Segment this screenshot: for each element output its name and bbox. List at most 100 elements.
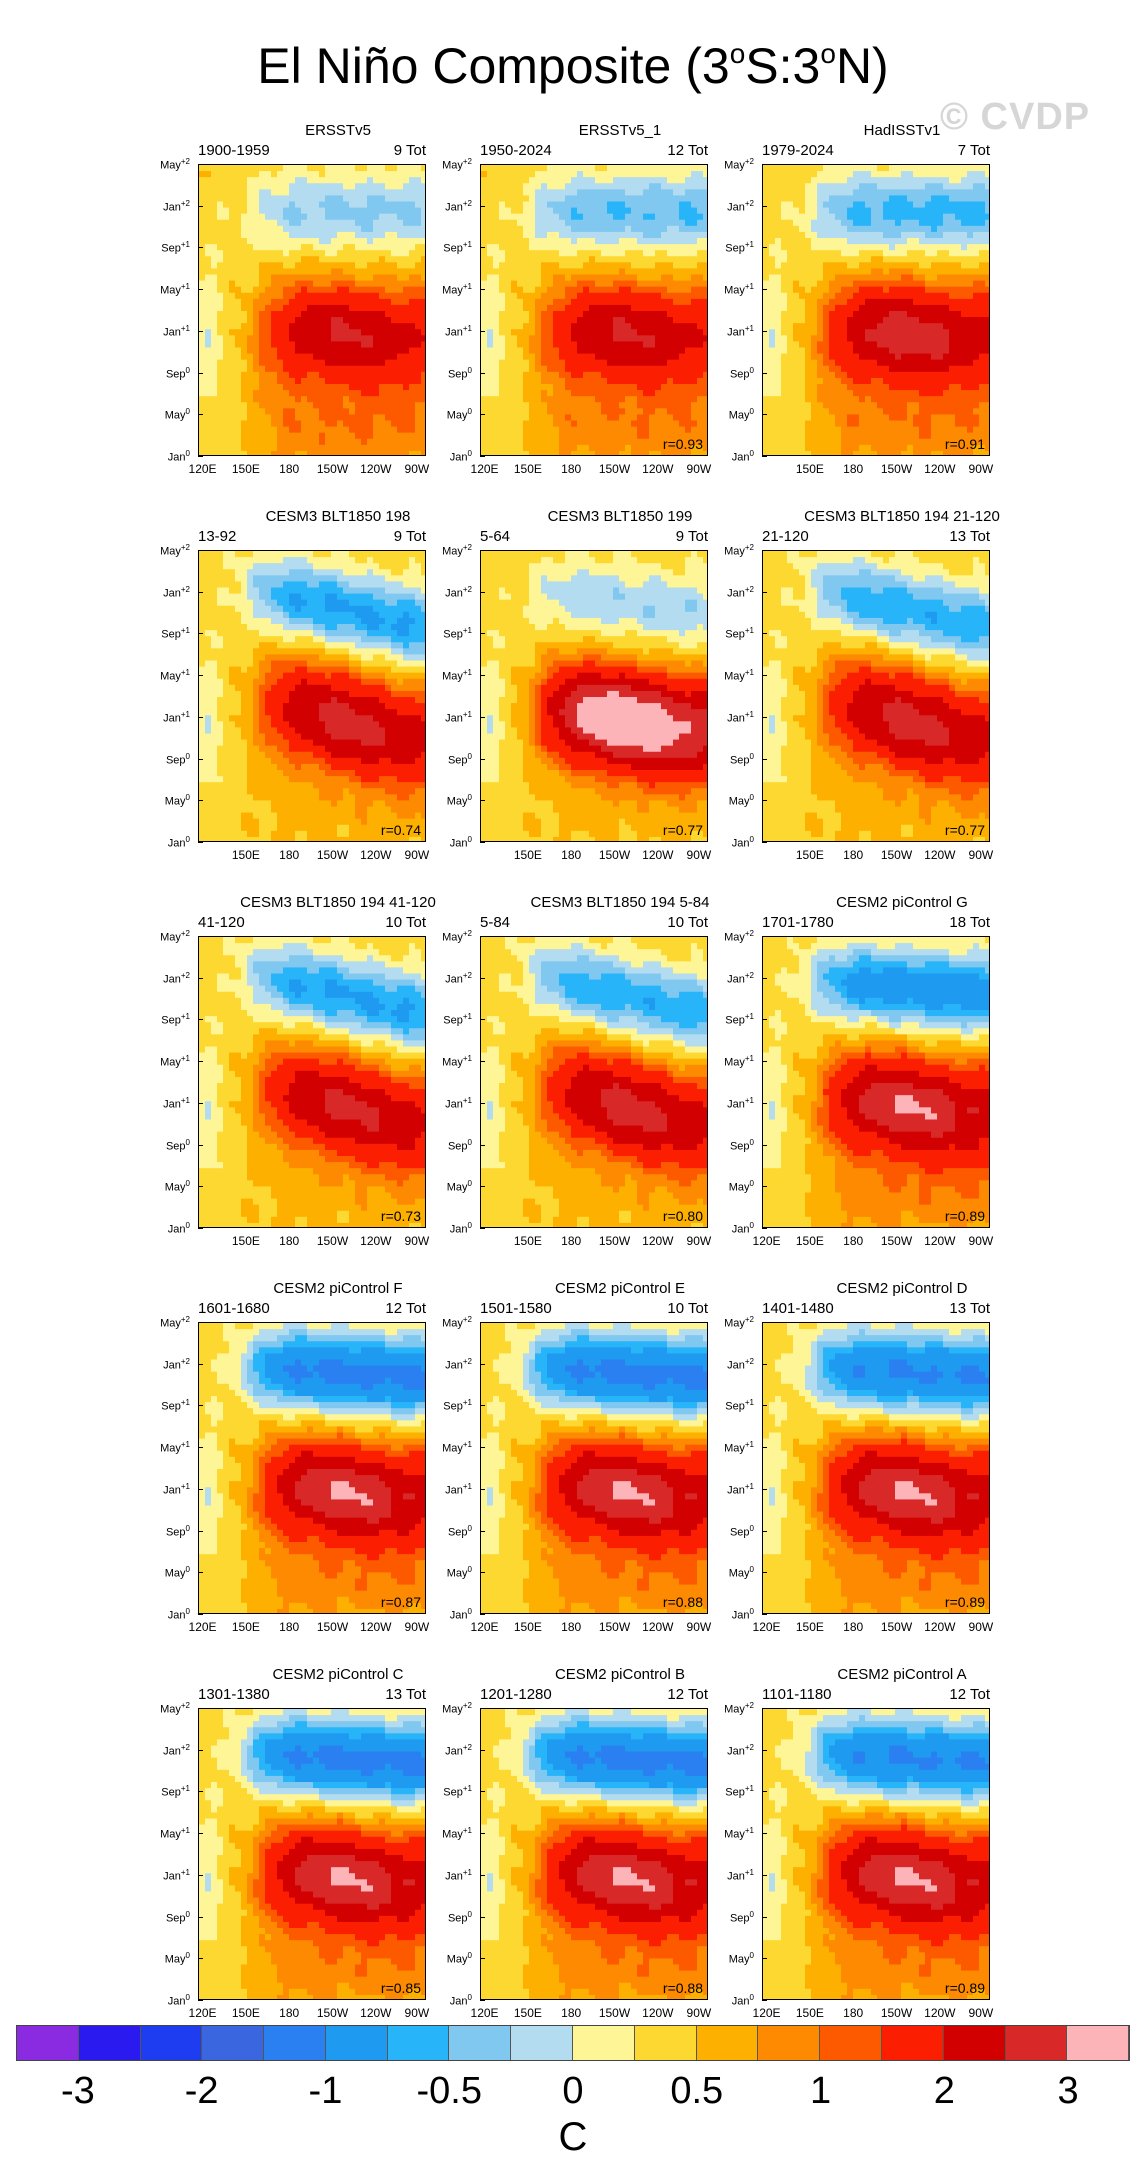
heatmap-cell [529, 341, 536, 349]
heatmap-cell [655, 390, 662, 397]
heatmap-cell [631, 341, 638, 349]
heatmap-cell [373, 353, 380, 361]
heatmap-cell [589, 450, 596, 455]
heatmap-cell [295, 323, 302, 330]
heatmap-cell [307, 262, 314, 270]
heatmap-cell [763, 420, 770, 428]
heatmap-cell [385, 323, 392, 330]
heatmap-cell [697, 311, 704, 318]
heatmap-cell [619, 371, 626, 379]
heatmap-cell [871, 207, 878, 215]
heatmap-cell [697, 408, 704, 416]
heatmap-cell [283, 371, 290, 379]
heatmap-cell [631, 420, 638, 428]
heatmap-cell [877, 329, 884, 336]
heatmap-cell [619, 213, 626, 221]
heatmap-cell [595, 195, 602, 203]
heatmap-cell [217, 219, 224, 227]
y-tick-mark [198, 456, 203, 457]
heatmap-cell [601, 414, 608, 422]
heatmap-cell [295, 213, 302, 221]
heatmap-cell [289, 359, 296, 367]
heatmap-cell [853, 268, 860, 276]
heatmap-cell [535, 408, 542, 416]
heatmap-cell [361, 250, 368, 257]
heatmap-cell [361, 286, 368, 294]
heatmap-cell [859, 195, 866, 203]
heatmap-cell [331, 286, 338, 294]
heatmap-cell [535, 201, 542, 209]
heatmap-cell [319, 256, 326, 263]
heatmap-cell [661, 171, 668, 178]
heatmap-cell [415, 183, 422, 190]
heatmap-cell [775, 238, 782, 245]
heatmap-cell [877, 353, 884, 361]
heatmap-cell [379, 390, 386, 397]
heatmap-cell [637, 335, 644, 343]
heatmap-cell [817, 177, 824, 184]
heatmap-cell [229, 438, 236, 446]
heatmap-cell [217, 213, 224, 221]
heatmap-cell [235, 183, 242, 190]
heatmap-cell [343, 183, 350, 190]
heatmap-cell [673, 280, 680, 288]
heatmap-cell [793, 292, 800, 300]
heatmap-cell [373, 262, 380, 270]
heatmap-cell [265, 298, 272, 306]
heatmap-cell [601, 244, 608, 251]
heatmap-cell [901, 426, 908, 434]
heatmap-cell [541, 384, 548, 391]
heatmap-cell [829, 177, 836, 184]
heatmap-cell [199, 262, 206, 270]
heatmap-cell [337, 396, 344, 403]
heatmap-cell [793, 280, 800, 288]
heatmap-cell [301, 274, 308, 282]
heatmap-cell [865, 256, 872, 263]
heatmap-cell [349, 213, 356, 221]
heatmap-cell [211, 201, 218, 209]
heatmap-cell [409, 414, 416, 422]
heatmap-cell [823, 396, 830, 403]
heatmap-cell [277, 353, 284, 361]
heatmap-cell [409, 335, 416, 343]
heatmap-cell [367, 207, 374, 215]
heatmap-cell [403, 177, 410, 184]
heatmap-cell [547, 402, 554, 409]
heatmap-cell [697, 444, 704, 452]
heatmap-cell [229, 353, 236, 361]
heatmap-cell [907, 213, 914, 221]
heatmap-cell [799, 371, 806, 379]
heatmap-cell [229, 396, 236, 403]
heatmap-cell [655, 250, 662, 257]
heatmap-cell [571, 420, 578, 428]
heatmap-cell [763, 432, 770, 440]
heatmap-cell [271, 207, 278, 215]
heatmap-cell [679, 268, 686, 276]
heatmap-cell [763, 347, 770, 355]
heatmap-cell [913, 298, 920, 306]
x-tick-label: 150E [514, 462, 542, 476]
y-tick-mark [198, 414, 203, 416]
heatmap-cell [589, 432, 596, 440]
heatmap-cell [787, 408, 794, 416]
heatmap-cell [877, 438, 884, 446]
heatmap-cell [211, 408, 218, 416]
heatmap-cell [265, 274, 272, 282]
heatmap-cell [787, 268, 794, 276]
y-tick-label: Sep+1 [154, 240, 190, 255]
heatmap-cell [367, 432, 374, 440]
heatmap-cell [643, 359, 650, 367]
panel-plot [198, 164, 426, 456]
heatmap-cell [547, 365, 554, 373]
heatmap-cell [703, 347, 707, 355]
heatmap-cell [247, 341, 254, 349]
heatmap-cell [595, 335, 602, 343]
heatmap-cell [211, 286, 218, 294]
heatmap-cell [691, 402, 698, 409]
heatmap-cell [523, 225, 530, 233]
heatmap-cell [907, 262, 914, 270]
heatmap-cell [919, 304, 926, 312]
heatmap-cell [847, 329, 854, 336]
heatmap-cell [487, 384, 494, 391]
heatmap-cell [907, 165, 914, 172]
